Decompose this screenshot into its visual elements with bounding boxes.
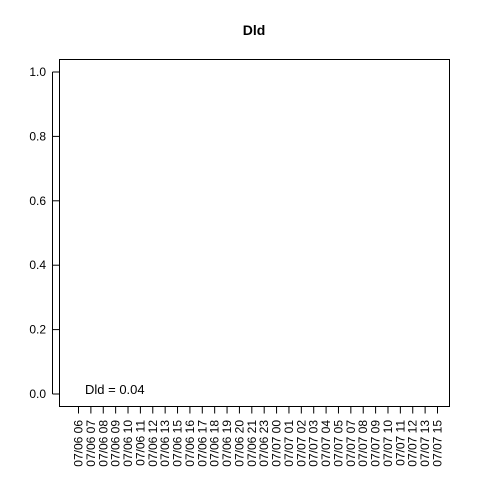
x-tick-label: 07/07 08 [356, 420, 370, 467]
x-tick-label: 07/06 19 [220, 420, 234, 467]
y-tick-label: 0.4 [29, 258, 46, 272]
x-tick-label: 07/06 16 [183, 420, 197, 467]
x-tick-label: 07/06 21 [245, 420, 259, 467]
chart-annotation: Dld = 0.04 [85, 382, 145, 397]
x-tick-label: 07/07 03 [307, 420, 321, 467]
x-tick-label: 07/07 00 [270, 420, 284, 467]
x-tick-label: 07/06 06 [72, 420, 86, 467]
x-tick-label: 07/06 11 [133, 420, 147, 466]
y-tick-label: 1.0 [29, 65, 46, 79]
x-tick-label: 07/07 04 [319, 420, 333, 467]
x-tick-label: 07/06 08 [96, 420, 110, 467]
x-tick-label: 07/07 05 [331, 420, 345, 467]
y-axis: 0.0 0.2 0.4 0.6 0.8 1.0 [29, 65, 60, 401]
x-tick-label: 07/07 15 [431, 420, 445, 467]
plot-area [59, 59, 450, 407]
y-tick-label: 0.0 [29, 387, 46, 401]
x-tick-label: 07/07 13 [418, 420, 432, 467]
x-tick-label: 07/06 17 [195, 420, 209, 467]
chart-title: Dld [243, 22, 266, 38]
x-tick-label: 07/06 20 [232, 420, 246, 467]
x-tick-label: 07/07 11 [393, 420, 407, 466]
x-tick-label: 07/06 18 [208, 420, 222, 467]
x-tick-label: 07/06 09 [109, 420, 123, 467]
x-tick-label: 07/06 12 [146, 420, 160, 467]
x-tick-label: 07/06 13 [158, 420, 172, 467]
y-tick-label: 0.2 [29, 323, 46, 337]
x-tick-label: 07/07 09 [369, 420, 383, 467]
x-tick-label: 07/06 15 [171, 420, 185, 467]
x-tick-label: 07/06 07 [84, 420, 98, 467]
x-tick-label: 07/07 10 [381, 420, 395, 467]
x-tick-label: 07/06 10 [121, 420, 135, 467]
x-tick-label: 07/07 07 [344, 420, 358, 467]
x-tick-label: 07/07 12 [406, 420, 420, 467]
y-tick-label: 0.8 [29, 129, 46, 143]
y-tick-label: 0.6 [29, 194, 46, 208]
x-tick-label: 07/07 02 [294, 420, 308, 467]
x-tick-label: 07/06 23 [257, 420, 271, 467]
x-tick-label: 07/07 01 [282, 420, 296, 467]
